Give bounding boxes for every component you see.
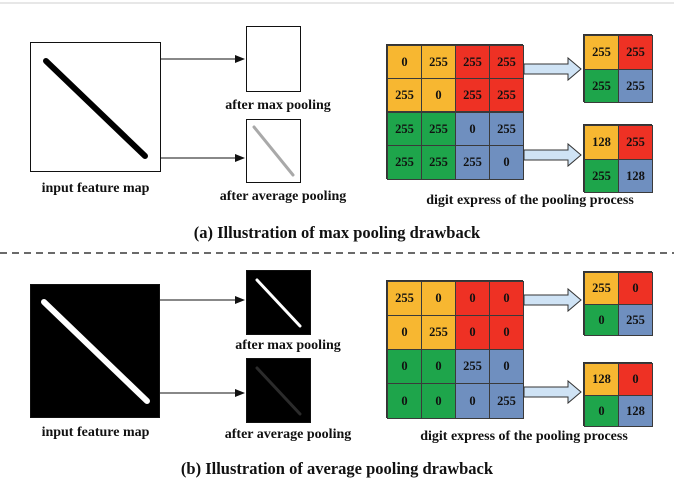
result-cell: 255	[618, 304, 653, 336]
panel-a-max-label: after max pooling	[225, 98, 331, 113]
result-cell: 255	[618, 69, 653, 103]
matrix-cell: 255	[421, 145, 456, 180]
panel-b-caption: (b) Illustration of average pooling draw…	[180, 459, 494, 478]
result-cell: 0	[618, 272, 653, 305]
matrix-cell: 255	[489, 45, 524, 79]
matrix-cell: 0	[489, 349, 524, 384]
matrix-cell: 0	[421, 349, 456, 384]
result-cell: 128	[618, 159, 653, 193]
matrix-cell: 255	[421, 112, 456, 146]
panel-a-input-diagonal	[43, 58, 148, 159]
panel-b-input-diagonal	[41, 299, 150, 404]
panel-a-avg-label: after average pooling	[219, 189, 347, 204]
result-cell: 255	[584, 35, 619, 70]
panel-b-avg-diagonal	[255, 366, 302, 416]
result-cell: 0	[584, 395, 619, 427]
matrix-cell: 255	[455, 78, 490, 112]
result-cell: 255	[618, 35, 653, 70]
result-cell: 128	[618, 395, 653, 427]
matrix-cell: 255	[489, 78, 524, 112]
result-cell: 0	[618, 363, 653, 396]
panel-a-caption: (a) Illustration of max pooling drawback	[193, 223, 481, 242]
matrix-cell: 0	[387, 315, 422, 350]
matrix-cell: 0	[489, 315, 524, 350]
panel-b-block-arrow-max	[523, 287, 582, 313]
matrix-cell: 0	[421, 78, 456, 112]
panel-a-digit-label: digit express of the pooling process	[426, 193, 634, 208]
matrix-cell: 0	[455, 112, 490, 146]
panel-a-avg-result: 128 255 255 128	[583, 124, 653, 193]
panel-b-max-result: 255 0 0 255	[583, 271, 653, 336]
matrix-cell: 0	[489, 281, 524, 316]
panel-b-matrix: 255 0 0 0 0 255 0 0 0 0 255 0 0 0 0 255	[386, 280, 524, 419]
panel-a-block-arrow-max	[523, 56, 582, 82]
matrix-cell: 255	[455, 45, 490, 79]
matrix-cell: 0	[421, 281, 456, 316]
result-cell: 255	[584, 159, 619, 193]
matrix-cell: 255	[387, 78, 422, 112]
result-cell: 128	[584, 363, 619, 396]
panel-b-avg-label: after average pooling	[224, 427, 352, 442]
panel-b-avg-result: 128 0 0 128	[583, 362, 653, 427]
panel-b-digit-label: digit express of the pooling process	[420, 429, 628, 444]
panel-b-input-label: input feature map	[41, 425, 150, 440]
panel-a-max-result: 255 255 255 255	[583, 34, 653, 103]
matrix-cell: 0	[489, 145, 524, 180]
result-cell: 255	[618, 125, 653, 160]
matrix-cell: 255	[387, 281, 422, 316]
panel-b-block-arrow-avg	[523, 379, 582, 405]
panel-a-avg-diagonal	[252, 125, 295, 177]
matrix-cell: 0	[455, 383, 490, 419]
panel-b-max-diagonal	[255, 278, 302, 328]
matrix-cell: 255	[387, 145, 422, 180]
panel-a-max-pooled-map	[246, 26, 301, 92]
result-cell: 255	[584, 69, 619, 103]
matrix-cell: 255	[421, 45, 456, 79]
matrix-cell: 255	[489, 383, 524, 419]
matrix-cell: 255	[489, 112, 524, 146]
panel-a-input-label: input feature map	[41, 181, 150, 196]
panel-a-block-arrow-avg	[523, 142, 582, 168]
panel-a-matrix: 0 255 255 255 255 0 255 255 255 255 0 25…	[386, 44, 524, 180]
panel-b-max-label: after max pooling	[235, 338, 341, 353]
matrix-cell: 0	[455, 315, 490, 350]
matrix-cell: 0	[387, 383, 422, 419]
matrix-cell: 255	[455, 349, 490, 384]
